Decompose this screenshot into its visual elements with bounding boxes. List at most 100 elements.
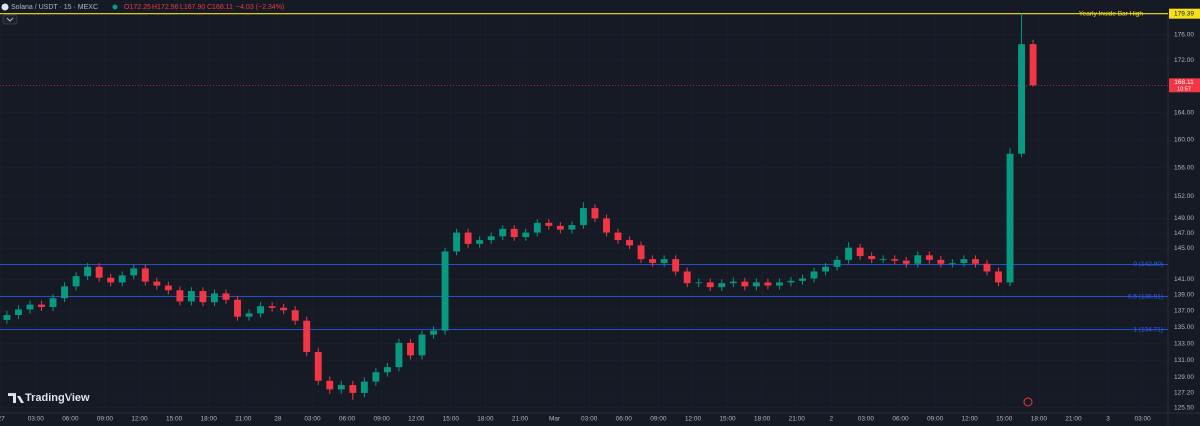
ohlc-change: −4.03 (−2.34%) xyxy=(236,4,284,11)
candle-body xyxy=(337,385,345,390)
candle-body xyxy=(280,307,288,311)
candle-body xyxy=(845,247,853,260)
candle-body xyxy=(187,291,195,302)
candle-body xyxy=(983,263,991,272)
candle-body xyxy=(118,275,126,283)
candle-body xyxy=(199,291,207,303)
candle-body xyxy=(799,278,806,281)
y-tick-label: 125.50 xyxy=(1174,404,1194,411)
x-tick-label: 28 xyxy=(274,416,282,423)
candle-body xyxy=(349,385,357,393)
candle-body xyxy=(545,222,553,226)
candle-body xyxy=(257,306,265,314)
candle-body xyxy=(314,352,322,381)
candle-body xyxy=(72,276,80,287)
x-tick-label: 12:00 xyxy=(408,416,425,423)
x-tick-label: 3 xyxy=(1106,416,1110,423)
x-tick-label: 06:00 xyxy=(892,416,909,423)
collapse-icon xyxy=(6,17,14,22)
x-tick-label: 09:00 xyxy=(374,416,391,423)
ohlc-low: L167.90 xyxy=(180,4,205,11)
y-tick-label: 129.00 xyxy=(1174,374,1194,381)
candle-body xyxy=(764,282,772,286)
candle-body xyxy=(49,298,57,307)
candle-body xyxy=(902,260,910,264)
candle-body xyxy=(164,285,172,291)
candle-body xyxy=(752,282,760,287)
candle-body xyxy=(383,367,391,373)
candle-body xyxy=(741,281,749,287)
candle-body xyxy=(1018,44,1026,154)
candle-body xyxy=(372,372,380,382)
candle-body xyxy=(868,256,876,260)
candle-body xyxy=(107,277,115,283)
x-tick-label: 03:00 xyxy=(858,416,875,423)
candle-body xyxy=(533,222,541,233)
level-price-box xyxy=(1169,8,1200,19)
candle-body xyxy=(38,304,45,307)
candle-body xyxy=(591,208,599,219)
collapse-button[interactable] xyxy=(2,14,18,25)
candle-body xyxy=(130,268,138,276)
candle-body xyxy=(672,259,680,272)
x-tick-label: 03:00 xyxy=(1134,416,1151,423)
candle-body xyxy=(729,281,737,284)
candle-body xyxy=(695,282,703,284)
y-tick-label: 133.00 xyxy=(1174,340,1194,347)
candle-body xyxy=(683,271,691,284)
candle-body xyxy=(1006,153,1014,283)
candle-body xyxy=(718,283,726,288)
y-tick-label: 156.00 xyxy=(1174,164,1194,171)
watermark: TradingView xyxy=(25,392,90,404)
candle-body xyxy=(326,380,334,390)
candle-body xyxy=(84,266,92,277)
candle-body xyxy=(522,232,530,238)
candle-body xyxy=(660,259,668,263)
x-tick-label: 09:00 xyxy=(927,416,944,423)
status-dot xyxy=(112,4,118,10)
candle-body xyxy=(464,232,472,244)
candle-body xyxy=(453,232,461,252)
x-tick-label: 18:00 xyxy=(201,416,218,423)
candle-body xyxy=(810,271,818,279)
ohlc-close: C168.11 xyxy=(207,4,233,11)
y-tick-label: 172.00 xyxy=(1174,57,1194,64)
y-tick-label: 131.00 xyxy=(1174,357,1194,364)
candle-body xyxy=(971,259,979,264)
candle-body xyxy=(891,259,899,261)
candle-body xyxy=(556,225,564,230)
x-tick-label: 2 xyxy=(830,416,834,423)
x-tick-label: 18:00 xyxy=(1031,416,1048,423)
x-tick-label: 09:00 xyxy=(97,416,114,423)
candle-body xyxy=(626,240,634,246)
candle-body xyxy=(95,266,103,278)
candle-body xyxy=(441,251,449,331)
x-tick-label: 03:00 xyxy=(28,416,45,423)
x-tick-label: 06:00 xyxy=(616,416,633,423)
level-label: 0.5 (138.81) xyxy=(1128,293,1163,300)
x-tick-label: 15:00 xyxy=(719,416,736,423)
ohlc-high: H172.96 xyxy=(152,4,179,11)
candle-body xyxy=(568,225,576,230)
candle-body xyxy=(833,259,841,267)
symbol-icon xyxy=(1,3,9,11)
candle-body xyxy=(418,334,426,356)
x-tick-label: 21:00 xyxy=(789,416,806,423)
x-tick-label: 03:00 xyxy=(581,416,598,423)
countdown: 10:57 xyxy=(1177,86,1191,92)
x-tick-label: Mar xyxy=(549,416,561,423)
x-tick-label: 12:00 xyxy=(685,416,702,423)
last-price: 168.11 xyxy=(1174,79,1194,86)
candle-body xyxy=(3,315,11,320)
event-marker[interactable] xyxy=(1023,397,1033,407)
candle-body xyxy=(637,245,645,260)
x-tick-label: 15:00 xyxy=(996,416,1013,423)
candle-body xyxy=(879,259,887,260)
candle-body xyxy=(141,268,149,282)
logo-icon xyxy=(8,393,24,403)
candle-body xyxy=(222,293,230,300)
candle-body xyxy=(960,259,968,263)
